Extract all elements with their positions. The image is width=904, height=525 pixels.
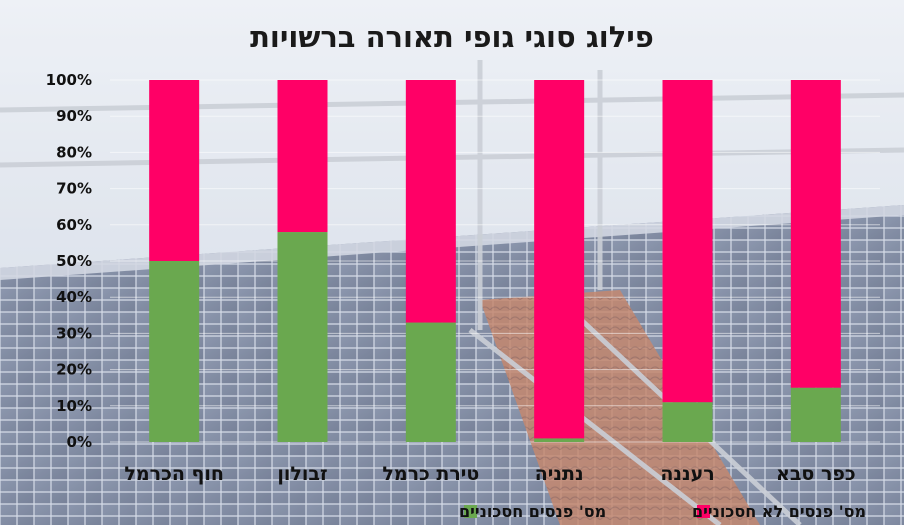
legend-label-saving: מס' פנסים חסכוניים <box>459 502 606 521</box>
x-category-label: רעננה <box>660 463 714 485</box>
legend-swatch-non-saving <box>697 505 710 518</box>
grid <box>110 79 880 443</box>
bar-non-saving <box>149 80 200 261</box>
bar-non-saving <box>534 80 585 439</box>
y-tick-label: 50% <box>56 252 92 270</box>
y-tick-label: 90% <box>56 107 92 125</box>
y-tick-label: 80% <box>56 143 92 161</box>
x-axis: חוף הכרמל זבולון טירת כרמל נתניה רעננה כפר סב… <box>124 463 855 485</box>
x-category-label: טירת כרמל <box>382 463 479 485</box>
bar-saving <box>277 232 328 442</box>
y-tick-label: 40% <box>56 288 92 306</box>
y-tick-label: 60% <box>56 216 92 234</box>
bar-non-saving <box>662 80 713 403</box>
legend-label-non-saving: מס' פנסים לא חסכוניים <box>692 502 866 521</box>
bar-saving <box>534 438 585 442</box>
x-category-label: כפר סבא <box>776 463 856 485</box>
x-category-label: זבולון <box>277 463 327 485</box>
x-category-label: נתניה <box>535 463 584 485</box>
y-tick-label: 100% <box>46 71 92 89</box>
y-axis: 0% 10% 20% 30% 40% 50% 60% 70% 80% 90% 100% <box>46 71 92 451</box>
bar-saving <box>405 322 456 442</box>
y-tick-label: 70% <box>56 180 92 198</box>
legend-swatch-saving <box>464 505 477 518</box>
y-tick-label: 0% <box>67 433 92 451</box>
chart-title: פילוג סוגי גופי תאורה ברשויות <box>250 20 654 54</box>
bar-non-saving <box>790 80 841 388</box>
x-category-label: חוף הכרמל <box>124 463 224 485</box>
bar-non-saving <box>277 80 328 233</box>
y-tick-label: 20% <box>56 361 92 379</box>
bars <box>149 80 841 442</box>
bar-saving <box>149 261 200 442</box>
bar-saving <box>790 387 841 442</box>
y-tick-label: 30% <box>56 324 92 342</box>
y-tick-label: 10% <box>56 397 92 415</box>
bar-non-saving <box>405 80 456 323</box>
legend: מס' פנסים חסכוניים מס' פנסים לא חסכוניים <box>459 502 866 521</box>
bar-saving <box>662 402 713 442</box>
